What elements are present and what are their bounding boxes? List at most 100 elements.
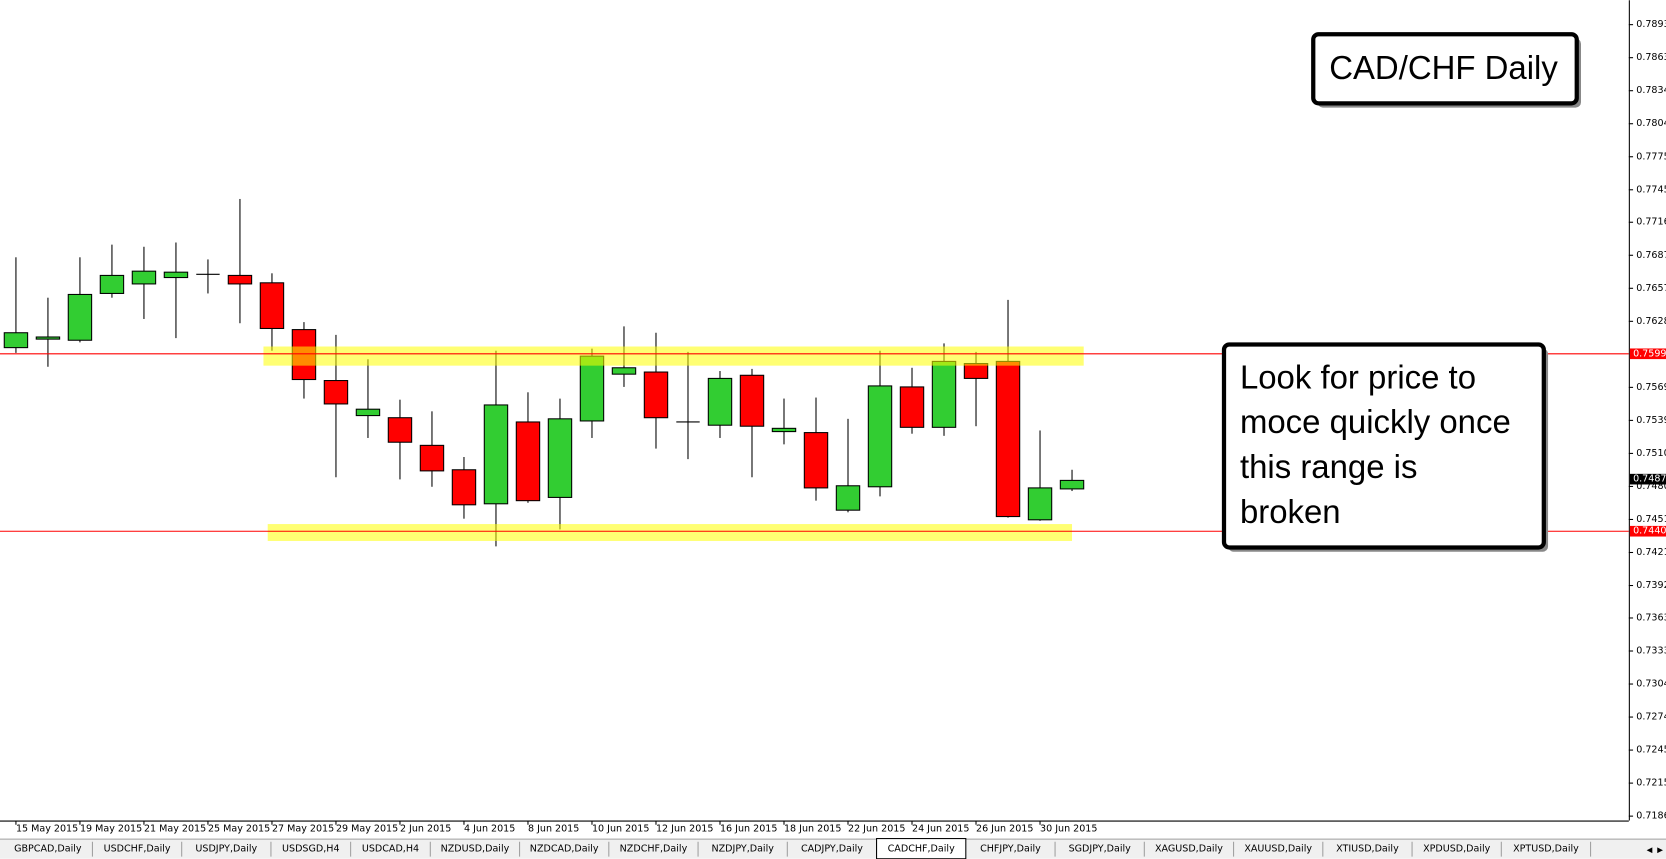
candle-body (451, 469, 477, 506)
candle-body (707, 377, 733, 426)
tab[interactable]: USDSGD,H4 (282, 841, 352, 857)
y-tick-label: 0.74510 (1636, 514, 1666, 525)
y-tick-label: 0.75690 (1636, 382, 1666, 393)
tab-label[interactable]: USDJPY,Daily (195, 844, 257, 855)
tab-label[interactable]: NZDCAD,Daily (530, 844, 599, 855)
price-label-bg (1629, 473, 1666, 485)
tab-label[interactable]: USDCAD,H4 (362, 844, 419, 855)
tab-label[interactable]: XTIUSD,Daily (1336, 844, 1399, 855)
price-label: 0.74870 (1633, 474, 1666, 485)
tab[interactable]: XAUUSD,Daily (1244, 841, 1324, 857)
level-label: 0.74405 (1633, 526, 1666, 537)
y-tick-label: 0.73920 (1636, 580, 1666, 591)
y-tick-label: 0.77750 (1636, 151, 1666, 162)
tab[interactable]: XAGUSD,Daily (1155, 841, 1235, 857)
candle-body (483, 404, 509, 505)
candle-body (835, 485, 861, 511)
candle-body (1027, 487, 1053, 521)
tab-label[interactable]: NZDUSD,Daily (441, 844, 510, 855)
tab-label[interactable]: CADJPY,Daily (801, 844, 863, 855)
tab-label[interactable]: NZDJPY,Daily (711, 844, 774, 855)
candle-body (611, 367, 637, 375)
tab[interactable]: NZDCAD,Daily (530, 841, 610, 857)
x-tick-label: 18 Jun 2015 (784, 824, 841, 835)
tab[interactable]: XPTUSD,Daily (1513, 841, 1592, 857)
y-tick-label: 0.77165 (1636, 217, 1666, 228)
candle-body (163, 271, 189, 279)
scroll-left[interactable]: ◄ (1645, 845, 1654, 856)
tab-label[interactable]: USDCHF,Daily (104, 844, 171, 855)
annotation-line: Look for price to (1240, 358, 1476, 395)
title-box: CAD/CHF Daily (1311, 32, 1581, 108)
range-zone (263, 346, 1084, 366)
tab-label[interactable]: SGDJPY,Daily (1069, 844, 1132, 855)
candle-body (739, 374, 765, 427)
tab-label[interactable]: XPTUSD,Daily (1513, 844, 1579, 855)
tab-label[interactable]: CADCHF,Daily (888, 844, 955, 855)
candle-body (3, 332, 29, 349)
chart-title: CAD/CHF Daily (1329, 49, 1558, 86)
tab[interactable]: CADCHF,Daily (876, 838, 967, 859)
y-tick-label: 0.78045 (1636, 118, 1666, 129)
y-tick-label: 0.78930 (1636, 19, 1666, 30)
candle-body (99, 274, 125, 294)
tabs: GBPCAD,Daily USDCHF,Daily USDJPY,Daily USDS… (14, 838, 1592, 859)
tab[interactable]: XPDUSD,Daily (1423, 841, 1502, 857)
tab[interactable]: XTIUSD,Daily (1336, 841, 1413, 857)
tab[interactable]: GBPCAD,Daily (14, 841, 93, 857)
tab-label[interactable]: XPDUSD,Daily (1423, 844, 1491, 855)
x-tick-label: 4 Jun 2015 (464, 824, 515, 835)
title-box-frame (1311, 32, 1579, 106)
candle-body (323, 380, 349, 405)
candle-body (259, 282, 285, 330)
tab-label[interactable]: USDSGD,H4 (282, 844, 339, 855)
level-label-bg (1629, 525, 1666, 537)
annotation-line: moce quickly once (1240, 403, 1511, 440)
x-tick-label: 30 Jun 2015 (1040, 824, 1097, 835)
x-tick-label: 21 May 2015 (144, 824, 206, 835)
candle-body (1059, 479, 1085, 490)
tab-label[interactable]: XAUUSD,Daily (1244, 844, 1312, 855)
candle-body (867, 385, 893, 488)
y-tick-label: 0.72450 (1636, 745, 1666, 756)
tab-label[interactable]: XAGUSD,Daily (1155, 844, 1223, 855)
tab-label[interactable]: NZDCHF,Daily (620, 844, 688, 855)
tab[interactable]: NZDCHF,Daily (620, 841, 699, 857)
x-tick-label: 24 Jun 2015 (912, 824, 969, 835)
x-tick-label: 10 Jun 2015 (592, 824, 649, 835)
scroll-right[interactable]: ► (1655, 845, 1664, 856)
y-tick-label: 0.78340 (1636, 85, 1666, 96)
tab[interactable]: NZDUSD,Daily (441, 841, 521, 857)
x-tick-label: 25 May 2015 (208, 824, 270, 835)
tab-label[interactable]: GBPCAD,Daily (14, 844, 82, 855)
range-zone (267, 524, 1073, 541)
y-tick-label: 0.77455 (1636, 184, 1666, 195)
candle-body (547, 418, 573, 498)
y-tick-label: 0.73040 (1636, 679, 1666, 690)
candle-body (131, 270, 157, 285)
tab[interactable]: USDCHF,Daily (104, 841, 183, 857)
tab[interactable]: SGDJPY,Daily (1069, 841, 1145, 857)
level-label-bg (1629, 348, 1666, 360)
annotation-frame (1221, 342, 1546, 550)
candle-body (35, 336, 61, 340)
x-tick-label: 27 May 2015 (272, 824, 334, 835)
y-tick-label: 0.75395 (1636, 415, 1666, 426)
y-tick-label: 0.78635 (1636, 52, 1666, 63)
candle-body (579, 355, 605, 422)
candle-body (803, 432, 829, 489)
y-tick-label: 0.75100 (1636, 448, 1666, 459)
tab-label[interactable]: CHFJPY,Daily (980, 844, 1041, 855)
x-tick-label: 29 May 2015 (336, 824, 398, 835)
x-tick-label: 26 Jun 2015 (976, 824, 1033, 835)
y-tick-label: 0.71860 (1636, 811, 1666, 822)
tab[interactable]: USDCAD,H4 (362, 841, 431, 857)
y-tick-label: 0.74215 (1636, 547, 1666, 558)
tab[interactable]: CHFJPY,Daily (980, 841, 1056, 857)
tab[interactable]: NZDJPY,Daily (711, 841, 788, 857)
y-tick-label: 0.73630 (1636, 612, 1666, 623)
candle-body (643, 371, 669, 419)
y-tick-label: 0.76575 (1636, 283, 1666, 294)
tab[interactable]: USDJPY,Daily (195, 841, 272, 857)
